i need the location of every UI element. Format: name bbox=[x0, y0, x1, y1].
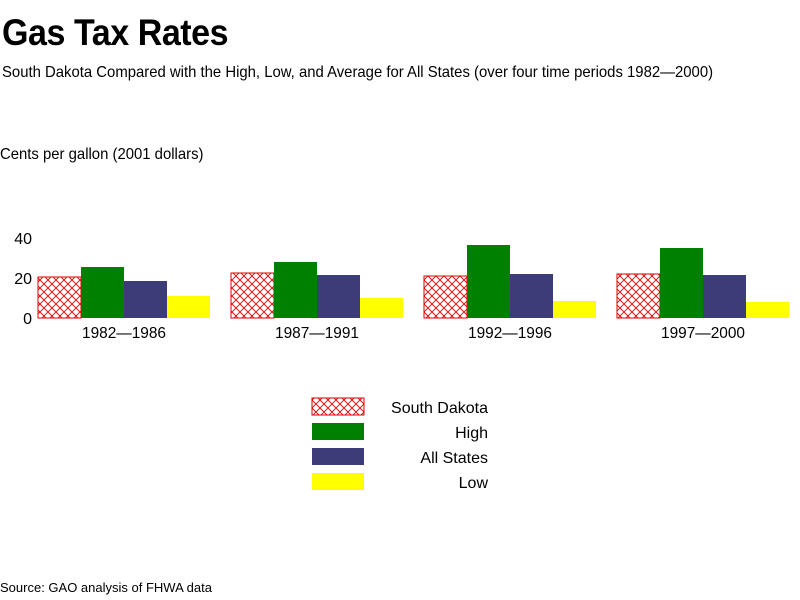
legend-swatch-low bbox=[312, 473, 364, 490]
legend-swatch-south-dakota bbox=[311, 397, 365, 416]
x-tick-label: 1997—2000 bbox=[661, 325, 745, 342]
chart-legend: South Dakota High All States Low bbox=[311, 397, 489, 492]
legend-swatch-high bbox=[312, 423, 364, 440]
bar-south-dakota bbox=[230, 272, 275, 319]
bar-all-states bbox=[124, 281, 167, 318]
bar-high bbox=[467, 245, 510, 318]
bar-south-dakota bbox=[37, 276, 82, 319]
bar-all-states bbox=[703, 275, 746, 318]
y-tick-label: 20 bbox=[14, 271, 32, 288]
bar-south-dakota bbox=[616, 273, 661, 319]
y-tick-label: 40 bbox=[14, 231, 32, 248]
chart-title: Gas Tax Rates bbox=[2, 12, 229, 53]
bar-low bbox=[167, 296, 210, 318]
bar-south-dakota bbox=[423, 275, 468, 319]
legend-swatch-all-states bbox=[312, 448, 364, 465]
legend-label: Low bbox=[459, 475, 489, 492]
x-tick-label: 1987—1991 bbox=[275, 325, 359, 342]
chart-subtitle: South Dakota Compared with the High, Low… bbox=[2, 64, 714, 81]
bar-high bbox=[81, 267, 124, 318]
plot-area: 0 20 40 1982—1986 1987—1991 1992—1996 1997—200… bbox=[14, 231, 789, 342]
legend-label: High bbox=[455, 425, 488, 442]
source-note: Source: GAO analysis of FHWA data bbox=[0, 580, 212, 595]
x-tick-label: 1992—1996 bbox=[468, 325, 552, 342]
y-tick-label: 0 bbox=[23, 311, 32, 328]
bar-low bbox=[360, 298, 403, 318]
y-axis-label: Cents per gallon (2001 dollars) bbox=[0, 146, 204, 163]
legend-label: South Dakota bbox=[391, 400, 488, 417]
legend-label: All States bbox=[420, 450, 488, 467]
bar-low bbox=[746, 302, 789, 318]
bar-low bbox=[553, 301, 596, 318]
bar-all-states bbox=[317, 275, 360, 318]
bar-all-states bbox=[510, 274, 553, 318]
x-tick-label: 1982—1986 bbox=[82, 325, 166, 342]
bar-high bbox=[660, 248, 703, 318]
bar-high bbox=[274, 262, 317, 318]
